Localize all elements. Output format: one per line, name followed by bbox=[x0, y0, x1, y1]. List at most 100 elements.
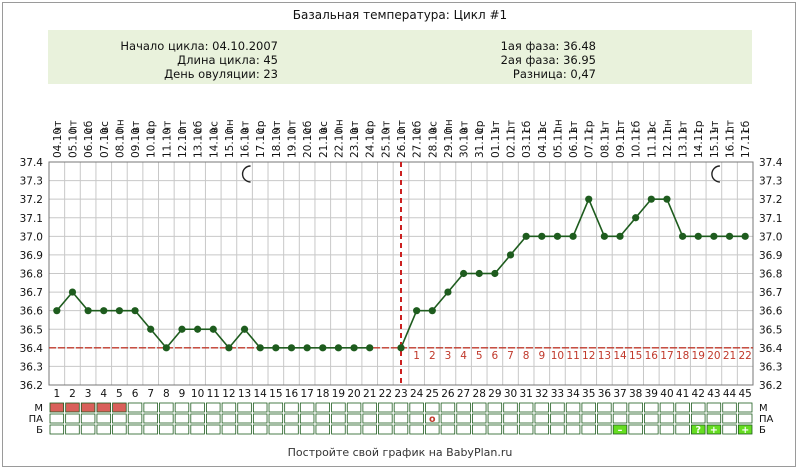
data-point bbox=[679, 232, 687, 240]
series-line-segment bbox=[400, 310, 418, 349]
luteal-day-label: 4 bbox=[460, 350, 467, 362]
row-cell bbox=[268, 402, 284, 413]
data-point bbox=[506, 251, 515, 259]
data-point bbox=[68, 288, 77, 296]
x-weekday-label: ср bbox=[474, 120, 486, 133]
row-cell bbox=[471, 424, 487, 435]
row-cell bbox=[518, 402, 534, 413]
phase-difference: Разница: 0,47 bbox=[512, 67, 596, 81]
data-point bbox=[538, 232, 546, 240]
row-cell bbox=[80, 413, 96, 424]
row-cell bbox=[331, 413, 346, 424]
x-day-label: 41 bbox=[676, 388, 689, 400]
row-cell bbox=[550, 424, 565, 435]
x-weekday-label: чт bbox=[599, 121, 611, 133]
phase1-avg: 1ая фаза: 36.48 bbox=[500, 39, 596, 53]
x-date-label: 25.10 bbox=[380, 128, 392, 158]
row-cell bbox=[565, 424, 581, 435]
row-cell bbox=[644, 402, 659, 413]
x-weekday-label: вт bbox=[459, 121, 471, 133]
x-weekday-label: пн bbox=[333, 119, 345, 133]
x-date-label: 04.10 bbox=[52, 128, 64, 158]
x-date-label: 05.10 bbox=[67, 128, 79, 158]
x-day-label: 39 bbox=[645, 388, 658, 400]
series-line-segment bbox=[494, 254, 512, 275]
row-cell bbox=[96, 424, 111, 435]
x-day-label: 45 bbox=[738, 388, 751, 400]
row-cell bbox=[503, 413, 518, 424]
x-date-label: 02.11 bbox=[506, 128, 518, 158]
x-weekday-label: сб bbox=[521, 121, 533, 133]
y-tick-label-right: 37.1 bbox=[759, 213, 782, 225]
y-tick-label-left: 36.9 bbox=[20, 250, 43, 262]
row-cell bbox=[65, 413, 80, 424]
data-point bbox=[444, 288, 452, 296]
x-day-label: 20 bbox=[347, 388, 360, 400]
x-weekday-label: вт bbox=[678, 121, 690, 133]
luteal-day-label: 22 bbox=[738, 350, 751, 362]
luteal-day-label: 16 bbox=[645, 350, 659, 362]
data-point bbox=[100, 307, 108, 315]
data-point bbox=[256, 344, 264, 352]
x-weekday-label: чт bbox=[52, 121, 64, 133]
row-cell bbox=[581, 424, 596, 435]
row-cell bbox=[675, 413, 690, 424]
x-date-label: 12.10 bbox=[177, 128, 189, 158]
x-day-label: 3 bbox=[85, 388, 92, 400]
row-cell-mark: o bbox=[429, 414, 436, 425]
x-weekday-label: чт bbox=[380, 121, 392, 133]
row-cell bbox=[487, 402, 503, 413]
x-day-label: 30 bbox=[504, 388, 517, 400]
luteal-day-label: 2 bbox=[429, 350, 436, 362]
row-cell bbox=[722, 424, 737, 435]
row-cell bbox=[284, 424, 299, 435]
row-cell bbox=[284, 413, 299, 424]
y-tick-label-left: 36.5 bbox=[20, 324, 43, 336]
luteal-day-label: 18 bbox=[676, 350, 689, 362]
x-date-label: 31.10 bbox=[474, 128, 486, 158]
x-weekday-label: пн bbox=[662, 119, 674, 133]
row-cell bbox=[159, 413, 174, 424]
x-date-label: 26.10 bbox=[396, 128, 408, 158]
row-cell bbox=[190, 402, 205, 413]
data-point bbox=[272, 344, 280, 352]
footer-link[interactable]: Постройте свой график на BabyPlan.ru bbox=[287, 446, 513, 459]
row-cell bbox=[284, 402, 299, 413]
data-point bbox=[334, 344, 343, 352]
row-cell bbox=[675, 402, 690, 413]
y-tick-label-left: 36.8 bbox=[20, 269, 43, 281]
y-tick-label-right: 36.6 bbox=[759, 306, 783, 318]
x-date-label: 06.11 bbox=[568, 128, 580, 158]
x-day-label: 9 bbox=[179, 388, 186, 400]
row-cell bbox=[315, 424, 331, 435]
x-date-label: 15.10 bbox=[224, 128, 236, 158]
x-day-label: 43 bbox=[707, 388, 720, 400]
y-tick-label-right: 36.9 bbox=[759, 250, 782, 262]
row-cell bbox=[409, 402, 424, 413]
row-cell bbox=[190, 413, 205, 424]
luteal-day-label: 21 bbox=[723, 350, 736, 362]
row-cell bbox=[237, 424, 252, 435]
x-date-label: 12.11 bbox=[662, 128, 674, 158]
row-cell bbox=[190, 424, 205, 435]
row-cell bbox=[49, 424, 65, 435]
row-cell bbox=[346, 413, 362, 424]
data-point bbox=[225, 344, 233, 352]
row-cell bbox=[96, 413, 111, 424]
x-date-label: 07.11 bbox=[584, 128, 596, 158]
x-weekday-label: пт bbox=[506, 120, 518, 133]
row-cell bbox=[409, 424, 424, 435]
row-cell bbox=[80, 402, 96, 413]
row-cell bbox=[597, 413, 612, 424]
data-point bbox=[616, 232, 624, 240]
x-weekday-label: пт bbox=[177, 120, 189, 133]
data-point bbox=[522, 232, 530, 240]
y-tick-label-right: 36.8 bbox=[759, 269, 782, 281]
x-date-label: 09.10 bbox=[130, 128, 142, 158]
x-day-label: 11 bbox=[207, 388, 220, 400]
y-tick-label-left: 36.7 bbox=[20, 287, 43, 299]
series-line-segment bbox=[431, 291, 449, 312]
row-cell bbox=[237, 413, 252, 424]
row-cell bbox=[362, 402, 377, 413]
row-cell bbox=[252, 413, 268, 424]
